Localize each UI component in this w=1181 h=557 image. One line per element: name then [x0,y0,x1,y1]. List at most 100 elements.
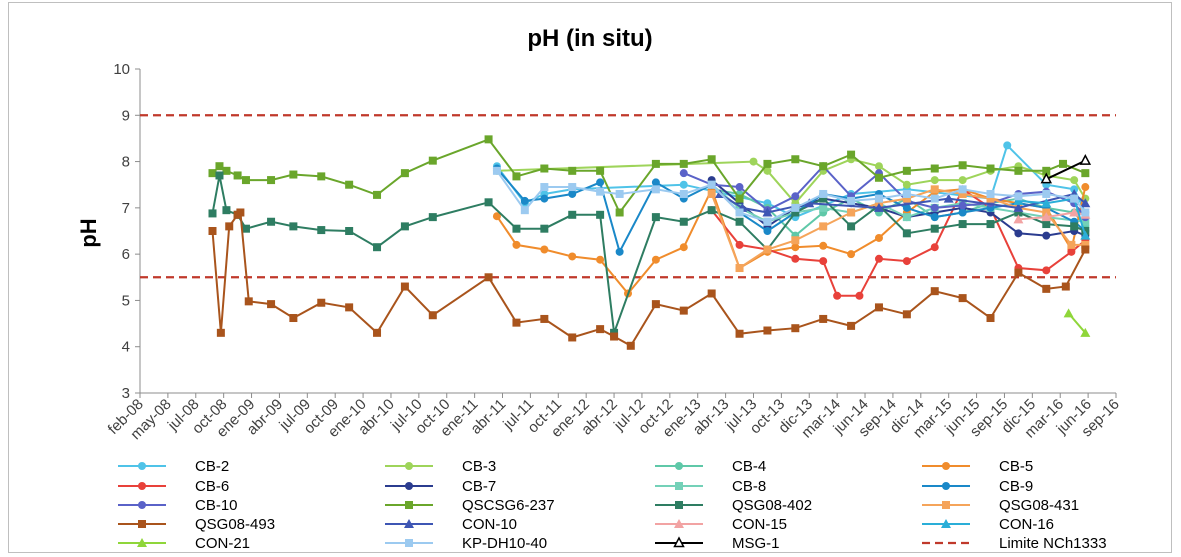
legend-entry: CB-5 [922,458,1033,475]
data-point [902,166,911,175]
data-point [373,243,382,252]
data-point [222,206,231,215]
data-point [930,287,939,296]
data-point [512,224,521,233]
data-point [707,155,716,164]
data-point [1079,154,1092,165]
data-point [208,209,217,218]
data-point [568,333,577,342]
data-point [596,210,605,219]
series-line [496,158,1087,205]
data-point [763,217,772,226]
data-point [289,222,298,231]
legend-entry: CB-10 [118,497,238,514]
data-point [1081,169,1090,178]
data-point [819,314,828,323]
data-point [1013,202,1024,212]
legend-label: CB-8 [732,478,766,495]
data-point [540,224,549,233]
legend-label: QSG08-431 [999,497,1079,514]
data-point [400,222,409,231]
data-point [1014,166,1023,175]
series-layer [208,135,1092,350]
data-point [735,264,744,273]
data-point [735,183,744,192]
legend-label: CB-10 [195,497,238,514]
data-point [651,213,660,222]
data-point [568,166,577,175]
data-point [847,222,856,231]
y-tick-label: 7 [122,200,130,217]
data-point [902,180,911,189]
legend-label: CB-5 [999,458,1033,475]
data-point [819,222,828,231]
legend-entry: CB-7 [385,478,496,495]
reference-lines [140,114,1116,279]
data-point [1041,198,1052,208]
y-tick-label: 10 [113,61,130,78]
data-point [902,194,911,203]
data-point [1042,266,1051,275]
data-point [1013,195,1024,205]
data-point [222,166,231,175]
data-point [1070,194,1079,203]
legend-marker [405,501,413,509]
data-point [492,212,501,221]
data-point [216,328,225,337]
legend-label: CB-3 [462,458,496,475]
data-point [651,178,660,187]
series-qsg08-493 [208,208,1090,350]
data-point [791,254,800,263]
data-point [492,166,501,175]
data-point [1040,172,1053,184]
y-tick-label: 3 [122,385,130,402]
data-point [735,203,744,212]
data-point [749,157,758,166]
data-point [568,252,577,261]
y-tick-label: 4 [122,339,130,356]
data-point [651,185,660,194]
data-point [873,202,884,212]
data-point [540,245,549,254]
y-tick-label: 5 [122,292,130,309]
legend-entry: Limite NCh1333 [922,535,1107,552]
data-point [289,314,298,323]
data-point [1014,192,1023,201]
legend-entry: QSCSG6-237 [385,497,555,514]
data-point [1061,282,1070,291]
legend-entry: CON-16 [922,516,1054,533]
data-point [763,227,772,235]
data-point [317,298,326,307]
legend-marker [405,462,413,470]
legend-label: CON-21 [195,535,250,552]
data-point [679,159,688,168]
data-point [958,294,967,303]
data-point [233,171,242,180]
data-point [958,201,967,210]
legend-entry: MSG-1 [655,535,780,552]
legend-label: CB-2 [195,458,229,475]
data-point [847,196,856,205]
legend-entry: CON-21 [118,535,250,552]
data-point [819,203,828,212]
series-line [1018,197,1087,236]
data-point [791,155,800,164]
data-point [874,173,883,182]
data-point [958,185,967,194]
data-point [373,328,382,337]
data-point [735,194,744,203]
data-point [615,189,624,198]
data-point [791,324,800,333]
data-point [1070,222,1079,231]
data-point [1067,240,1076,249]
data-point [615,247,624,256]
data-point [874,162,883,171]
legend-marker [675,482,683,490]
data-point [540,194,549,203]
legend-label: CON-10 [462,516,517,533]
data-point [735,217,744,226]
y-tick-label: 9 [122,107,130,124]
data-point [208,227,217,235]
axes: 345678910feb-08may-08jul-08oct-08ene-09a… [105,61,1123,443]
data-point [1069,207,1080,217]
